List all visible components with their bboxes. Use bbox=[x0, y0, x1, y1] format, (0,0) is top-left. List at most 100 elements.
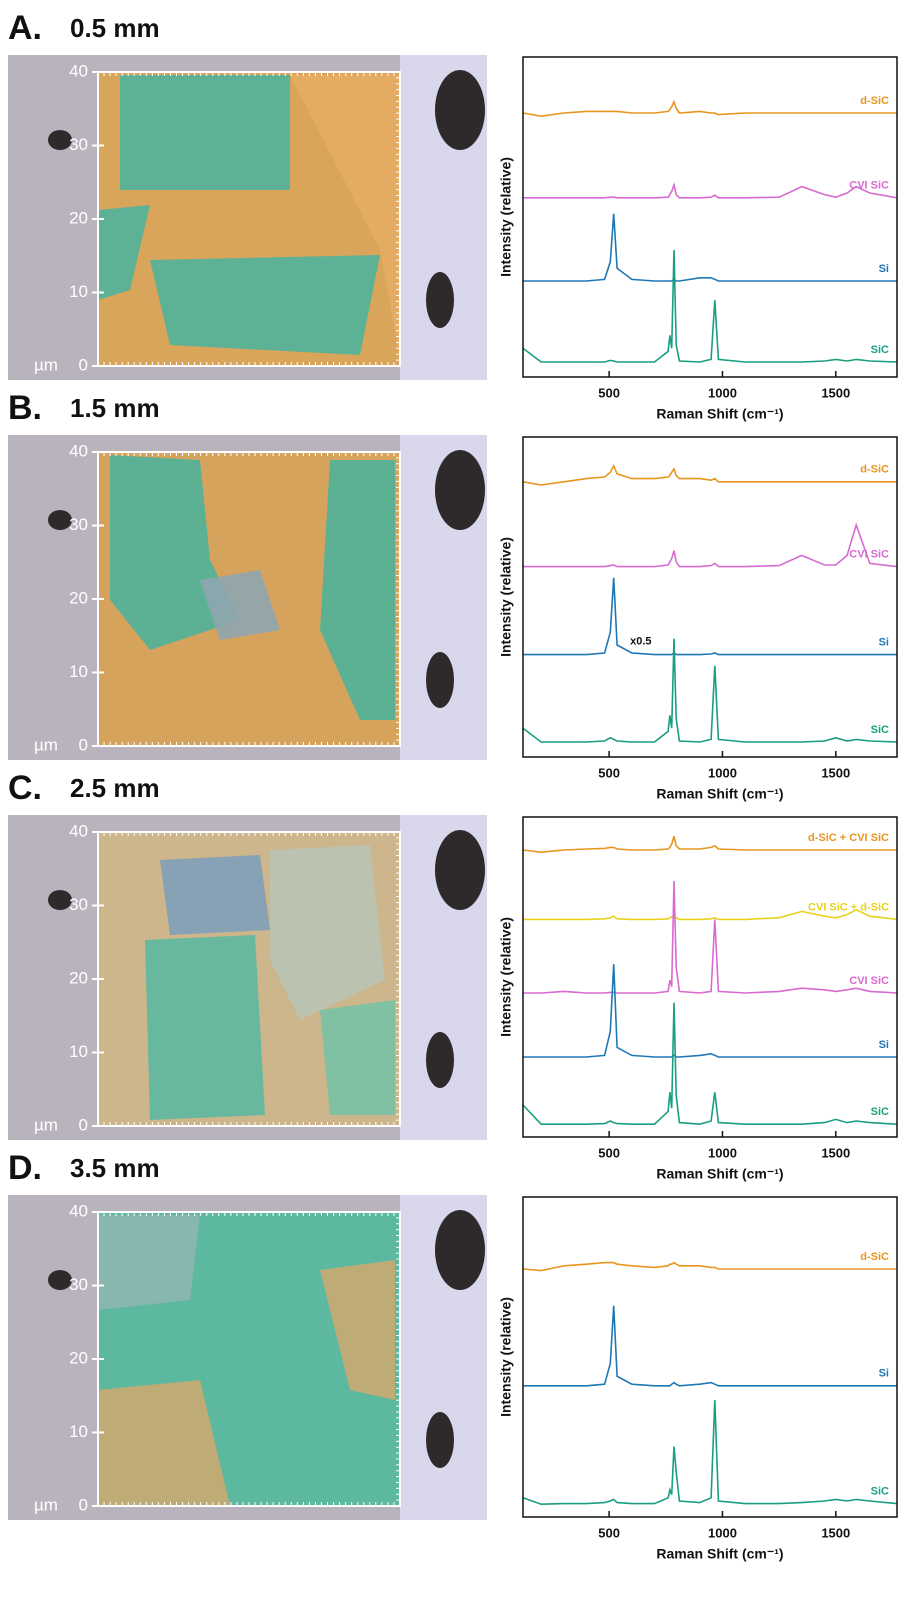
spectrum-line bbox=[523, 577, 897, 656]
spectrum-line bbox=[523, 249, 898, 363]
x-axis-title: Raman Shift (cm⁻¹) bbox=[656, 406, 783, 422]
scale-unit: µm bbox=[34, 355, 58, 374]
scale-tick-label: 10 bbox=[69, 1422, 88, 1441]
micrograph-scan bbox=[98, 1212, 400, 1506]
debris bbox=[426, 272, 454, 328]
scale-tick-label: 0 bbox=[79, 1115, 88, 1134]
scan-region bbox=[320, 460, 395, 720]
series-label: CVI SiC bbox=[849, 549, 889, 561]
plot-frame bbox=[522, 1196, 898, 1518]
x-axis-title: Raman Shift (cm⁻¹) bbox=[656, 786, 783, 802]
spectrum-line bbox=[523, 99, 897, 118]
scan-region bbox=[98, 205, 150, 300]
scale-tick-label: 20 bbox=[69, 1348, 88, 1367]
spectrum-line bbox=[523, 908, 898, 921]
series-label: Si bbox=[879, 1368, 889, 1380]
scale-tick-label: 40 bbox=[69, 441, 88, 460]
y-axis-title: Intensity (relative) bbox=[498, 537, 514, 657]
debris bbox=[48, 1270, 72, 1290]
micrograph-scan bbox=[98, 452, 400, 746]
scan-region bbox=[320, 1260, 395, 1400]
plot-frame bbox=[522, 436, 898, 758]
scale-tick-label: 10 bbox=[69, 662, 88, 681]
spectrum-line bbox=[523, 880, 898, 994]
y-axis-title: Intensity (relative) bbox=[498, 157, 514, 277]
spectrum-line bbox=[523, 1400, 898, 1506]
debris bbox=[435, 450, 485, 530]
scale-tick-label: 10 bbox=[69, 282, 88, 301]
plot-frame bbox=[522, 816, 898, 1138]
series-label: d-SiC bbox=[860, 464, 889, 476]
x-tick-label: 1000 bbox=[708, 385, 737, 400]
scale-tick-label: 0 bbox=[79, 1495, 88, 1514]
debris bbox=[48, 890, 72, 910]
scan-region bbox=[120, 75, 290, 190]
x-tick-label: 500 bbox=[598, 1525, 620, 1540]
x-tick-label: 1500 bbox=[821, 765, 850, 780]
x-tick-label: 1000 bbox=[708, 1525, 737, 1540]
spectrum-line bbox=[523, 1305, 897, 1387]
panel-label: A. bbox=[8, 9, 42, 47]
x-tick-label: 1500 bbox=[821, 1525, 850, 1540]
scan-region bbox=[320, 1000, 395, 1115]
spectrum-line bbox=[523, 1002, 898, 1126]
panel-title: 1.5 mm bbox=[70, 393, 160, 423]
spectrum-line bbox=[523, 835, 897, 854]
x-axis-title: Raman Shift (cm⁻¹) bbox=[656, 1166, 783, 1182]
series-label: CVI SiC bbox=[849, 975, 889, 987]
panel-title: 2.5 mm bbox=[70, 773, 160, 803]
scale-unit: µm bbox=[34, 735, 58, 754]
spectrum-line bbox=[523, 213, 897, 282]
x-tick-label: 1500 bbox=[821, 1145, 850, 1160]
series-label: Si bbox=[879, 263, 889, 275]
series-label: d-SiC + CVI SiC bbox=[808, 832, 889, 844]
debris bbox=[48, 130, 72, 150]
scan-region bbox=[145, 935, 265, 1120]
x-tick-label: 1000 bbox=[708, 765, 737, 780]
debris bbox=[48, 510, 72, 530]
x-tick-label: 500 bbox=[598, 765, 620, 780]
scale-tick-label: 30 bbox=[69, 1275, 88, 1294]
scale-tick-label: 20 bbox=[69, 968, 88, 987]
scale-tick-label: 10 bbox=[69, 1042, 88, 1061]
series-label: Si bbox=[879, 637, 889, 649]
series-label: CVI SiC + d-SiC bbox=[808, 901, 889, 913]
debris bbox=[435, 830, 485, 910]
micrograph-scan bbox=[98, 72, 400, 366]
spectrum-line bbox=[523, 964, 897, 1058]
scale-tick-label: 0 bbox=[79, 735, 88, 754]
scan-region bbox=[290, 75, 400, 360]
scan-region bbox=[200, 570, 280, 640]
series-label: d-SiC bbox=[860, 1251, 889, 1263]
scale-tick-label: 20 bbox=[69, 588, 88, 607]
series-label: CVI SiC bbox=[849, 180, 889, 192]
scan-region bbox=[270, 845, 385, 1020]
scan-region bbox=[98, 1215, 200, 1310]
x-tick-label: 1500 bbox=[821, 385, 850, 400]
y-axis-title: Intensity (relative) bbox=[498, 1297, 514, 1417]
spectrum-line bbox=[523, 1261, 897, 1272]
panel-label: B. bbox=[8, 389, 42, 427]
debris bbox=[426, 1412, 454, 1468]
scale-tick-label: 20 bbox=[69, 208, 88, 227]
plot-frame bbox=[522, 56, 898, 378]
y-axis-title: Intensity (relative) bbox=[498, 917, 514, 1037]
spectrum-line bbox=[523, 522, 898, 568]
scale-tick-label: 30 bbox=[69, 515, 88, 534]
series-label: Si bbox=[879, 1039, 889, 1051]
scale-tick-label: 30 bbox=[69, 895, 88, 914]
scan-region bbox=[160, 855, 270, 935]
scale-unit: µm bbox=[34, 1495, 58, 1514]
scale-tick-label: 30 bbox=[69, 135, 88, 154]
x-tick-label: 500 bbox=[598, 385, 620, 400]
spectrum-line bbox=[523, 638, 898, 743]
spectrum-line bbox=[523, 182, 898, 199]
x-axis-title: Raman Shift (cm⁻¹) bbox=[656, 1546, 783, 1562]
series-label: SiC bbox=[871, 344, 889, 356]
scale-tick-label: 40 bbox=[69, 61, 88, 80]
scale-unit: µm bbox=[34, 1115, 58, 1134]
x-tick-label: 500 bbox=[598, 1145, 620, 1160]
panel-label: C. bbox=[8, 769, 42, 807]
panel-label: D. bbox=[8, 1149, 42, 1187]
